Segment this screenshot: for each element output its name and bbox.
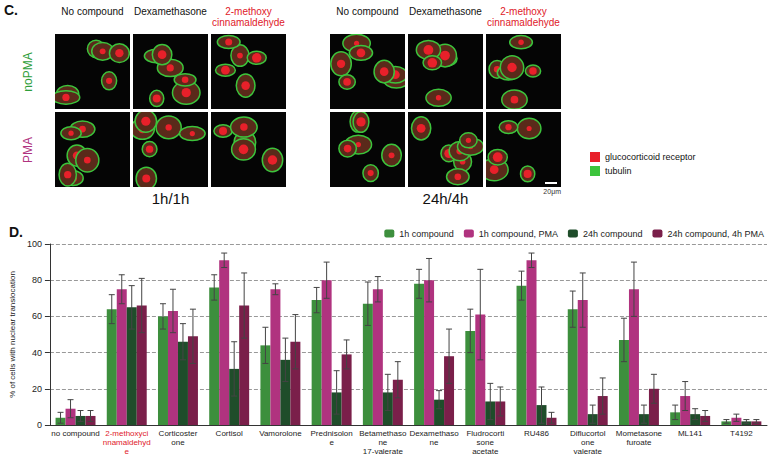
svg-text:2-methoxyci: 2-methoxyci bbox=[105, 429, 148, 438]
svg-text:40: 40 bbox=[32, 348, 42, 358]
svg-text:1h compound: 1h compound bbox=[399, 229, 454, 239]
svg-text:furoate: furoate bbox=[626, 438, 651, 447]
svg-text:Prednisolon: Prednisolon bbox=[311, 429, 353, 438]
svg-text:17-valerate: 17-valerate bbox=[363, 447, 404, 456]
svg-text:e: e bbox=[125, 447, 130, 456]
svg-text:RU486: RU486 bbox=[524, 429, 549, 438]
html-text:2-methoxy cinnamaldehyde: 2-methoxy cinnamaldehyde bbox=[212, 6, 285, 28]
svg-text:nnamaldehyd: nnamaldehyd bbox=[103, 438, 151, 447]
html-text:glucocorticoid receptor: glucocorticoid receptor bbox=[605, 152, 696, 162]
html-text:24h/4h: 24h/4h bbox=[422, 190, 469, 207]
html-text:tubulin: tubulin bbox=[605, 166, 632, 176]
svg-text:one: one bbox=[581, 438, 595, 447]
html-text:Dexamethasone: Dexamethasone bbox=[134, 6, 207, 17]
html-text:Dexamethasone: Dexamethasone bbox=[409, 6, 482, 17]
html-text:1h/1h: 1h/1h bbox=[151, 190, 190, 207]
svg-text:Fludrocorti: Fludrocorti bbox=[466, 429, 504, 438]
svg-text:Corticoster: Corticoster bbox=[159, 429, 198, 438]
html-text:No compound: No compound bbox=[336, 6, 399, 17]
svg-text:e: e bbox=[329, 438, 334, 447]
svg-text:ne: ne bbox=[378, 438, 387, 447]
svg-text:Betamethaso: Betamethaso bbox=[359, 429, 407, 438]
svg-text:% of cells with nuclear transl: % of cells with nuclear translocation bbox=[8, 271, 17, 398]
svg-text:1h compound, PMA: 1h compound, PMA bbox=[479, 229, 558, 239]
html-text:20μm: 20μm bbox=[543, 188, 561, 195]
svg-text:ML141: ML141 bbox=[678, 429, 703, 438]
svg-text:ne: ne bbox=[430, 438, 439, 447]
svg-text:valerate: valerate bbox=[573, 447, 602, 456]
html-text:PMA: PMA bbox=[21, 136, 35, 163]
svg-text:Cortisol: Cortisol bbox=[216, 429, 243, 438]
svg-text:24h compound: 24h compound bbox=[583, 229, 643, 239]
html-text:2-methoxy cinnamaldehyde: 2-methoxy cinnamaldehyde bbox=[487, 6, 560, 28]
svg-text:20: 20 bbox=[32, 384, 42, 394]
svg-text:24h compound, 4h PMA: 24h compound, 4h PMA bbox=[667, 229, 764, 239]
svg-text:sone: sone bbox=[477, 438, 495, 447]
svg-text:one: one bbox=[171, 438, 185, 447]
svg-text:Mometasone: Mometasone bbox=[616, 429, 663, 438]
svg-text:Vamorolone: Vamorolone bbox=[259, 429, 302, 438]
svg-text:D.: D. bbox=[9, 224, 23, 240]
svg-text:Dexamethaso: Dexamethaso bbox=[409, 429, 459, 438]
html-text:C.: C. bbox=[4, 2, 18, 18]
svg-text:80: 80 bbox=[32, 275, 42, 285]
svg-text:100: 100 bbox=[27, 239, 42, 249]
html-text:noPMA: noPMA bbox=[21, 51, 35, 92]
svg-text:Diflucortol: Diflucortol bbox=[570, 429, 606, 438]
svg-text:0: 0 bbox=[37, 420, 42, 430]
html-text:No compound: No compound bbox=[61, 6, 124, 17]
svg-text:acetate: acetate bbox=[472, 447, 499, 456]
svg-text:no compound: no compound bbox=[51, 429, 99, 438]
svg-text:60: 60 bbox=[32, 311, 42, 321]
svg-text:T4192: T4192 bbox=[730, 429, 753, 438]
